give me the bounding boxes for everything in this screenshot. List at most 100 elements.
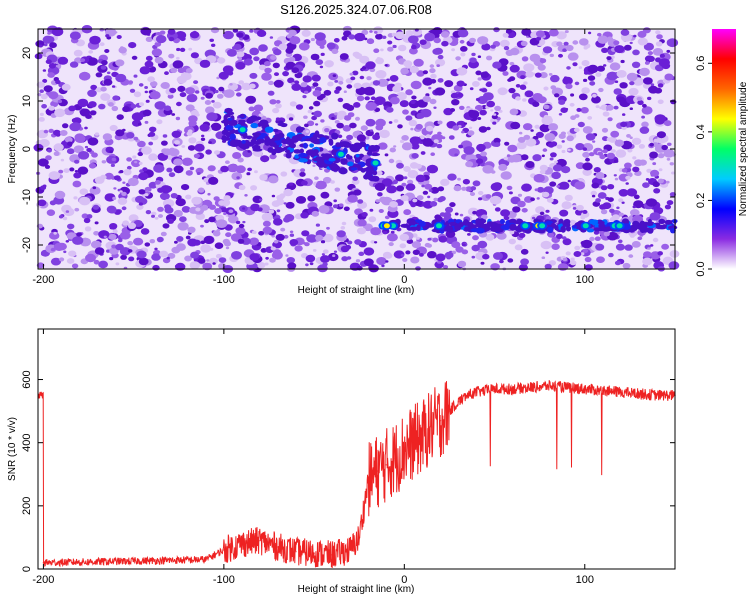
heatmap-cell bbox=[655, 30, 661, 35]
heatmap-cell bbox=[405, 30, 414, 37]
heatmap-cell bbox=[445, 206, 453, 213]
heatmap-cell bbox=[235, 220, 241, 225]
heatmap-cell bbox=[162, 134, 168, 138]
snr-data-point bbox=[547, 385, 550, 387]
heatmap-cell bbox=[472, 81, 480, 87]
snr-series-line bbox=[37, 380, 676, 569]
heatmap-cell bbox=[535, 30, 545, 38]
heatmap-cell bbox=[386, 185, 397, 194]
heatmap-cell bbox=[539, 58, 547, 64]
heatmap-cell bbox=[669, 192, 677, 197]
heatmap-cell bbox=[346, 84, 353, 89]
heatmap-cell bbox=[369, 129, 374, 132]
heatmap-cell bbox=[545, 251, 549, 254]
heatmap-cell bbox=[59, 130, 68, 136]
heatmap-cell bbox=[84, 126, 88, 130]
heatmap-cell bbox=[653, 188, 661, 194]
heatmap-cell bbox=[616, 96, 625, 103]
heatmap-cell bbox=[433, 139, 439, 144]
heatmap-cell bbox=[566, 135, 574, 142]
heatmap-cell bbox=[356, 134, 366, 142]
heatmap-cell bbox=[558, 53, 563, 58]
heatmap-cell bbox=[186, 93, 198, 103]
heatmap-cell bbox=[658, 168, 663, 172]
heatmap-hotspot-core bbox=[616, 223, 623, 229]
heatmap-cell bbox=[301, 230, 310, 237]
heatmap-cell bbox=[59, 257, 65, 262]
heatmap-cell bbox=[134, 160, 138, 164]
snr-data-point bbox=[376, 470, 379, 472]
heatmap-feature-cell bbox=[479, 218, 485, 226]
heatmap-cell bbox=[74, 159, 80, 164]
snr-data-point bbox=[412, 441, 415, 444]
heatmap-cell bbox=[275, 117, 281, 121]
heatmap-cell bbox=[451, 241, 461, 249]
heatmap-cell bbox=[530, 197, 535, 202]
spectrogram-x-ticks: -200 -100 0 100 bbox=[32, 29, 594, 286]
heatmap-cell bbox=[127, 249, 133, 253]
heatmap-cell bbox=[210, 27, 220, 34]
heatmap-cell bbox=[551, 243, 560, 250]
heatmap-cell bbox=[591, 182, 600, 189]
heatmap-cell bbox=[123, 188, 128, 192]
heatmap-cell bbox=[638, 159, 647, 166]
heatmap-cell bbox=[455, 56, 461, 61]
heatmap-cell bbox=[606, 104, 614, 111]
heatmap-cell bbox=[154, 56, 164, 64]
heatmap-cell bbox=[509, 61, 515, 66]
heatmap-cell bbox=[463, 146, 475, 155]
heatmap-cell bbox=[382, 251, 392, 259]
heatmap-cell bbox=[305, 254, 316, 263]
heatmap-cell bbox=[173, 209, 183, 218]
heatmap-cell bbox=[120, 254, 127, 260]
heatmap-cell bbox=[100, 65, 107, 70]
spectrogram-x-tick-label: -100 bbox=[213, 274, 235, 286]
heatmap-cell bbox=[90, 240, 102, 249]
snr-y-ticks: 0 200 400 600 bbox=[21, 370, 675, 572]
snr-data-point bbox=[358, 536, 361, 539]
heatmap-cell bbox=[485, 194, 492, 199]
heatmap-cell bbox=[223, 212, 227, 216]
heatmap-cell bbox=[309, 262, 314, 266]
heatmap-cell bbox=[393, 250, 405, 259]
heatmap-cell bbox=[181, 184, 190, 191]
heatmap-cell bbox=[560, 166, 571, 174]
heatmap-cell bbox=[477, 77, 482, 81]
heatmap-cell bbox=[396, 162, 404, 169]
heatmap-cell bbox=[327, 81, 334, 87]
heatmap-cell bbox=[444, 80, 454, 88]
heatmap-cell bbox=[359, 55, 370, 64]
heatmap-cell bbox=[39, 89, 44, 93]
heatmap-feature-cell bbox=[562, 221, 571, 227]
heatmap-cell bbox=[582, 147, 588, 151]
heatmap-cell bbox=[250, 185, 258, 191]
heatmap-cell bbox=[299, 171, 306, 177]
heatmap-cell bbox=[576, 204, 584, 211]
heatmap-cell bbox=[440, 31, 450, 38]
heatmap-cell bbox=[490, 109, 494, 112]
heatmap-cell bbox=[338, 203, 344, 207]
heatmap-cell bbox=[232, 28, 239, 33]
heatmap-cell bbox=[87, 137, 99, 146]
heatmap-cell bbox=[375, 33, 383, 40]
heatmap-feature-cell bbox=[500, 224, 511, 230]
heatmap-cell bbox=[215, 219, 228, 229]
heatmap-cell bbox=[67, 223, 75, 230]
heatmap-cell bbox=[283, 234, 289, 239]
heatmap-cell bbox=[399, 233, 410, 242]
heatmap-cell bbox=[173, 165, 184, 174]
heatmap-cell bbox=[489, 195, 502, 205]
heatmap-cell bbox=[281, 143, 287, 148]
heatmap-cell bbox=[151, 48, 163, 57]
heatmap-cell bbox=[275, 99, 281, 104]
heatmap-cell bbox=[558, 181, 570, 190]
heatmap-cell bbox=[657, 83, 664, 88]
heatmap-cell bbox=[144, 242, 151, 247]
heatmap-cell bbox=[628, 87, 639, 96]
heatmap-cell bbox=[340, 226, 346, 230]
heatmap-cell bbox=[350, 76, 356, 81]
heatmap-cell bbox=[138, 83, 144, 87]
heatmap-cell bbox=[606, 137, 612, 142]
heatmap-cell bbox=[187, 226, 196, 233]
heatmap-feature-cell bbox=[221, 120, 228, 124]
